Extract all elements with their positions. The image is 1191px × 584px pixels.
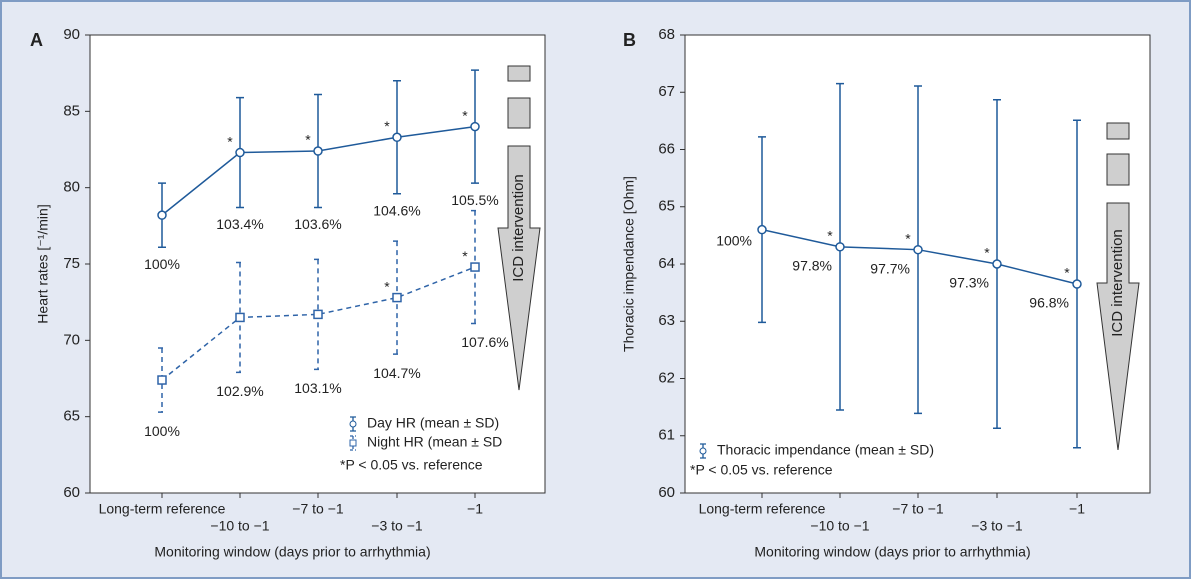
y-tick-label: 80: [63, 179, 80, 196]
significance-mark: *: [462, 248, 468, 264]
significance-mark: *: [1064, 265, 1070, 281]
percent-label: 100%: [716, 232, 752, 248]
x-tick-label: −10 to −1: [210, 518, 269, 534]
y-axis-title: Heart rates [⁻¹/min]: [35, 204, 51, 323]
y-tick-label: 85: [63, 102, 80, 119]
data-point: [757, 224, 767, 235]
significance-mark: *: [305, 132, 311, 148]
significance-mark: *: [384, 118, 390, 134]
significance-mark: *: [984, 245, 990, 261]
data-point: [1072, 279, 1082, 289]
y-tick-label: 60: [63, 484, 80, 501]
panel-label: A: [30, 30, 43, 50]
data-point: [235, 312, 245, 323]
y-tick-label: 62: [658, 369, 675, 386]
x-tick-label: −1: [467, 501, 483, 517]
data-point: [157, 210, 167, 220]
y-axis-title: Thoracic impendance [Ohm]: [621, 176, 637, 352]
footnote: *P < 0.05 vs. reference: [340, 457, 483, 473]
footnote: *P < 0.05 vs. reference: [690, 462, 833, 478]
error-bar: [158, 347, 166, 413]
x-axis-title: Monitoring window (days prior to arrhyth…: [154, 544, 430, 560]
percent-label: 103.6%: [294, 216, 341, 232]
x-tick-label: Long-term reference: [99, 501, 226, 517]
y-tick-label: 65: [63, 408, 80, 425]
y-tick-label: 65: [658, 198, 675, 215]
significance-mark: *: [227, 133, 233, 149]
icd-arrow: [497, 145, 541, 391]
legend-marker: [699, 447, 707, 455]
data-point: [157, 375, 167, 385]
percent-label: 107.6%: [461, 334, 508, 350]
percent-label: 103.4%: [216, 216, 263, 232]
significance-mark: *: [462, 107, 468, 123]
y-tick-label: 60: [658, 484, 675, 501]
y-tick-label: 63: [658, 312, 675, 329]
legend-label: Day HR (mean ± SD): [367, 415, 499, 431]
data-point: [313, 146, 323, 156]
legend-marker: [349, 420, 357, 428]
icd-label: ICD intervention: [510, 174, 527, 282]
icd-arrow: [1096, 202, 1140, 451]
icd-label: ICD intervention: [1109, 229, 1126, 337]
x-tick-label: −3 to −1: [971, 518, 1023, 534]
series-line: [161, 266, 476, 381]
legend-label: Night HR (mean ± SD: [367, 434, 502, 450]
significance-mark: *: [827, 228, 833, 244]
percent-label: 97.3%: [949, 275, 989, 291]
y-tick-label: 67: [658, 83, 675, 100]
data-point: [835, 242, 845, 252]
y-tick-label: 61: [658, 427, 675, 444]
x-axis-title: Monitoring window (days prior to arrhyth…: [754, 544, 1030, 560]
percent-label: 104.7%: [373, 365, 420, 381]
y-tick-label: 90: [63, 26, 80, 43]
x-tick-label: Long-term reference: [699, 501, 826, 517]
x-tick-label: −3 to −1: [371, 518, 423, 534]
icd-box: [1106, 122, 1130, 140]
significance-mark: *: [905, 230, 911, 246]
percent-label: 105.5%: [451, 192, 498, 208]
percent-label: 103.1%: [294, 380, 341, 396]
icd-box: [1106, 153, 1130, 186]
percent-label: 97.7%: [870, 260, 910, 276]
percent-label: 100%: [144, 256, 180, 272]
data-point: [913, 244, 923, 255]
percent-label: 104.6%: [373, 202, 420, 218]
data-point: [470, 262, 480, 272]
percent-label: 100%: [144, 423, 180, 439]
legend-marker: [349, 439, 357, 447]
icd-box: [507, 65, 531, 82]
y-tick-label: 66: [658, 140, 675, 157]
y-tick-label: 68: [658, 26, 675, 43]
percent-label: 102.9%: [216, 383, 263, 399]
data-point: [235, 147, 245, 158]
y-tick-label: 75: [63, 255, 80, 272]
x-tick-label: −7 to −1: [892, 501, 944, 517]
data-point: [992, 259, 1002, 269]
x-tick-label: −10 to −1: [810, 518, 869, 534]
data-point: [392, 132, 402, 143]
significance-mark: *: [384, 278, 390, 294]
x-tick-label: −1: [1069, 501, 1085, 517]
panel-label: B: [623, 30, 636, 50]
x-tick-label: −7 to −1: [292, 501, 344, 517]
y-tick-label: 64: [658, 255, 675, 272]
data-point: [470, 121, 480, 132]
percent-label: 97.8%: [792, 258, 832, 274]
data-point: [313, 309, 323, 320]
data-point: [392, 292, 402, 303]
legend-label: Thoracic impendance (mean ± SD): [717, 442, 934, 458]
percent-label: 96.8%: [1029, 295, 1069, 311]
y-tick-label: 70: [63, 331, 80, 348]
icd-box: [507, 97, 531, 129]
